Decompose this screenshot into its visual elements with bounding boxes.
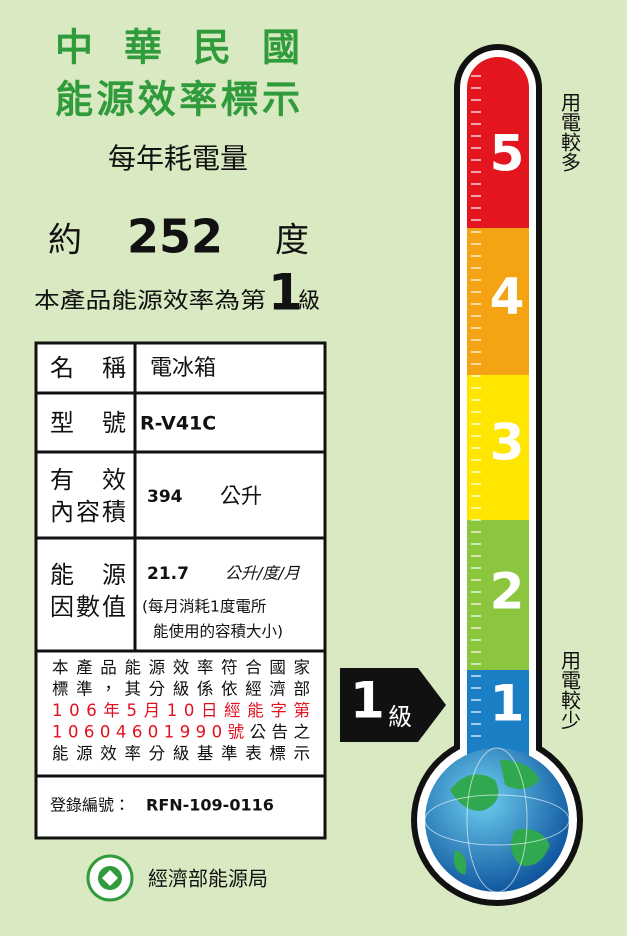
grade-value: 1 (268, 264, 303, 322)
row-unit: 公升/度/月 (225, 564, 301, 583)
scale-top-label: 用電較多 (558, 92, 582, 172)
row-label: 因數值 (50, 593, 126, 621)
agency-name: 經濟部能源局 (148, 867, 268, 891)
notice-line: 本產品能源效率符合國家 (52, 658, 310, 677)
notice-line: 10604601990號 公告之 (52, 722, 310, 741)
scale-level-label: 4 (490, 268, 525, 326)
subtitle: 每年耗電量 (108, 142, 248, 175)
row-note: 能使用的容積大小) (153, 623, 283, 641)
row-value: 21.7 (147, 564, 189, 584)
scale-band (467, 57, 529, 228)
notice-segment: 能源效率分級基準表標示 (52, 744, 310, 763)
table-frame (34, 341, 327, 840)
row-value: R-V41C (140, 413, 216, 435)
agency-logo (86, 854, 134, 902)
scale-level-label: 1 (490, 675, 525, 733)
scale-bottom-label: 用電較少 (558, 650, 582, 730)
grade-arrow (340, 668, 446, 742)
row-unit: 公升 (220, 484, 262, 508)
consumption-value: 252 (127, 210, 223, 264)
registration-label: 登錄編號： (50, 796, 130, 815)
thermometer-ticks (471, 75, 481, 737)
notice-line: 能源效率分級基準表標示 (52, 744, 310, 763)
scale-level-label: 3 (490, 414, 525, 472)
notice-segment: 公告之 (250, 722, 310, 741)
row-value: 電冰箱 (150, 356, 216, 381)
row-note: (每月消耗1度電所 (142, 598, 266, 616)
consumption-prefix: 約 (48, 221, 82, 261)
notice-segment: 標準，其分級係依經濟部 (52, 678, 310, 698)
thermometer (411, 44, 583, 906)
scale-level-label: 5 (490, 125, 525, 183)
scale-level-label: 2 (490, 563, 525, 621)
registration-value: RFN-109-0116 (146, 796, 274, 815)
arrow-grade: 1 (350, 672, 385, 730)
grade-text: 本產品能源效率為第 (34, 289, 266, 314)
notice-line: 標準，其分級係依經濟部 (52, 678, 310, 698)
scale-band (467, 228, 529, 375)
row-label: 內容積 (50, 498, 126, 526)
grade-suffix: 級 (298, 289, 320, 314)
arrow-suffix: 級 (388, 703, 412, 731)
consumption-unit: 度 (275, 221, 309, 261)
row-value: 394 (147, 487, 183, 507)
scale-band (467, 520, 529, 670)
notice-segment: 本產品能源效率符合國家 (52, 658, 310, 677)
notice-segment: 10604601990號 (52, 722, 244, 741)
